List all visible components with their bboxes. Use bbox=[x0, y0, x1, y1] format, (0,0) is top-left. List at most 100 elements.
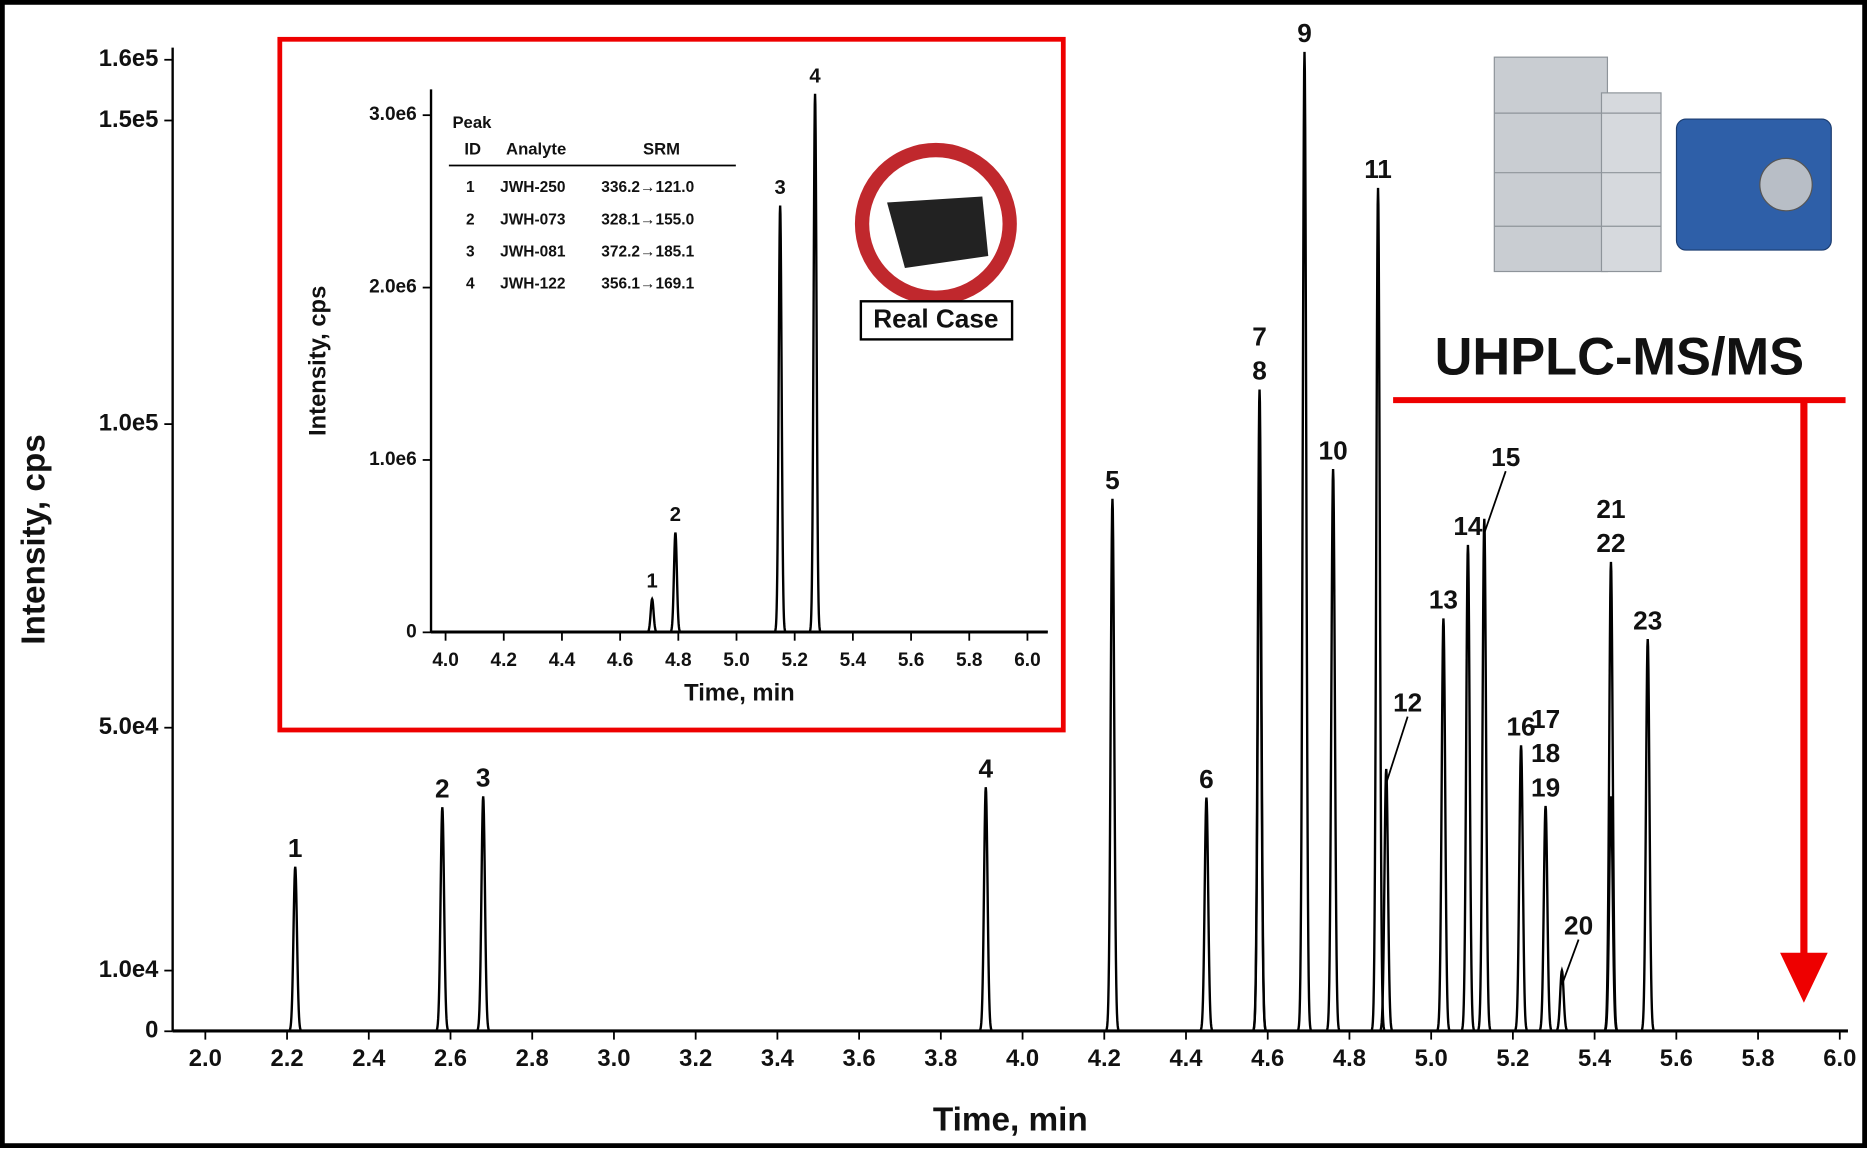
peak-label: 20 bbox=[1564, 911, 1593, 941]
table-cell: 4 bbox=[466, 276, 475, 293]
table-header: Analyte bbox=[506, 139, 566, 158]
x-tick-label: 2.2 bbox=[271, 1045, 304, 1072]
x-tick-label: 2.4 bbox=[352, 1045, 386, 1072]
peak bbox=[803, 93, 827, 634]
x-tick-label: 4.6 bbox=[607, 650, 633, 671]
peak-label: 16 bbox=[1506, 712, 1535, 742]
x-tick-label: 5.8 bbox=[956, 650, 982, 671]
x-axis-label: Time, min bbox=[684, 680, 795, 707]
peak-label: 10 bbox=[1319, 435, 1348, 465]
x-tick-label: 2.0 bbox=[189, 1045, 222, 1072]
peak bbox=[1290, 51, 1319, 1033]
x-tick-label: 3.8 bbox=[924, 1045, 957, 1072]
y-axis-label: Intensity, cps bbox=[16, 434, 53, 645]
y-tick-label: 5.0e4 bbox=[99, 713, 159, 740]
annotation-box bbox=[859, 300, 1014, 341]
table-cell: 1 bbox=[466, 179, 475, 196]
peak-label: 13 bbox=[1429, 585, 1458, 615]
x-tick-label: 4.8 bbox=[1333, 1045, 1366, 1072]
x-tick-label: 5.0 bbox=[723, 650, 749, 671]
table-cell: 336.2→121.0 bbox=[601, 179, 694, 196]
table-cell: 356.1→169.1 bbox=[601, 276, 694, 293]
annotation: Real Case bbox=[873, 303, 998, 333]
x-tick-label: 4.4 bbox=[549, 650, 576, 671]
peak-label: 4 bbox=[978, 753, 993, 783]
peak-label: 9 bbox=[1297, 18, 1312, 48]
table-cell: 328.1→155.0 bbox=[601, 211, 694, 228]
table-header: SRM bbox=[643, 139, 680, 158]
peak-label: 2 bbox=[435, 773, 450, 803]
peak bbox=[469, 796, 498, 1033]
x-tick-label: 4.6 bbox=[1251, 1045, 1284, 1072]
peak-label: 12 bbox=[1393, 688, 1422, 718]
peak-label: 17 bbox=[1531, 704, 1560, 734]
peak-label: 22 bbox=[1596, 528, 1625, 558]
table-cell: JWH-073 bbox=[500, 211, 566, 228]
x-tick-label: 4.0 bbox=[1006, 1045, 1039, 1072]
x-tick-label: 5.2 bbox=[781, 650, 807, 671]
peak-label: 1 bbox=[647, 571, 658, 593]
peak-label: 15 bbox=[1491, 442, 1520, 472]
y-tick-label: 1.0e4 bbox=[99, 956, 159, 983]
peak-label: 2 bbox=[670, 504, 681, 526]
x-tick-label: 5.0 bbox=[1415, 1045, 1448, 1072]
peak bbox=[1245, 482, 1274, 1033]
x-tick-label: 3.2 bbox=[679, 1045, 712, 1072]
peak-label: 3 bbox=[476, 763, 491, 793]
peak bbox=[1429, 618, 1458, 1033]
y-tick-label: 0 bbox=[406, 621, 417, 642]
y-axis-label: Intensity, cps bbox=[304, 286, 331, 436]
y-tick-label: 1.0e5 bbox=[99, 409, 159, 436]
leader-line bbox=[1483, 470, 1507, 534]
peak bbox=[281, 866, 310, 1033]
annotation: UHPLC-MS/MS bbox=[1435, 329, 1804, 387]
peak bbox=[1507, 745, 1535, 1033]
x-tick-label: 5.6 bbox=[1660, 1045, 1693, 1072]
ms-instrument bbox=[1675, 118, 1832, 251]
x-tick-label: 4.2 bbox=[1088, 1045, 1121, 1072]
x-tick-label: 6.0 bbox=[1014, 650, 1040, 671]
peak-label: 21 bbox=[1596, 494, 1625, 524]
peak-label: 3 bbox=[775, 177, 786, 199]
x-tick-label: 5.8 bbox=[1742, 1045, 1775, 1072]
peak bbox=[1364, 187, 1392, 1033]
peak-label: 19 bbox=[1531, 772, 1560, 802]
peak-label: 1 bbox=[288, 833, 303, 863]
peak bbox=[1098, 498, 1127, 1033]
x-tick-label: 2.6 bbox=[434, 1045, 467, 1072]
leader-line bbox=[1385, 716, 1409, 784]
peak bbox=[640, 596, 664, 634]
y-tick-label: 3.0e6 bbox=[369, 104, 417, 125]
x-tick-label: 4.4 bbox=[1169, 1045, 1203, 1072]
table-header: ID bbox=[464, 139, 481, 158]
table-cell: 3 bbox=[466, 244, 475, 261]
x-tick-label: 3.0 bbox=[597, 1045, 630, 1072]
y-tick-label: 2.0e6 bbox=[369, 277, 417, 298]
peak bbox=[971, 787, 1000, 1033]
peak bbox=[663, 532, 688, 634]
table-cell: JWH-250 bbox=[500, 179, 565, 196]
x-tick-label: 3.4 bbox=[761, 1045, 795, 1072]
peak-label: 23 bbox=[1633, 605, 1662, 635]
y-tick-label: 0 bbox=[145, 1017, 158, 1044]
peak-label: 8 bbox=[1252, 356, 1267, 386]
x-axis-label: Time, min bbox=[933, 1102, 1088, 1139]
x-tick-label: 5.4 bbox=[1578, 1045, 1612, 1072]
x-tick-label: 3.6 bbox=[843, 1045, 876, 1072]
y-tick-label: 1.5e5 bbox=[99, 106, 159, 133]
real-case-icon bbox=[854, 142, 1017, 305]
table-cell: 372.2→185.1 bbox=[601, 244, 694, 261]
x-tick-label: 5.4 bbox=[840, 650, 867, 671]
peak-label: 11 bbox=[1364, 154, 1392, 184]
x-tick-label: 2.8 bbox=[516, 1045, 549, 1072]
x-tick-label: 6.0 bbox=[1823, 1045, 1856, 1072]
peak-label: 6 bbox=[1199, 764, 1214, 794]
table-cell: JWH-122 bbox=[500, 276, 565, 293]
x-tick-label: 5.6 bbox=[898, 650, 924, 671]
peak bbox=[1597, 796, 1625, 1033]
leader-line bbox=[1561, 939, 1580, 986]
y-tick-label: 1.0e6 bbox=[369, 449, 417, 470]
x-tick-label: 5.2 bbox=[1496, 1045, 1529, 1072]
peak-label: 5 bbox=[1105, 465, 1120, 495]
